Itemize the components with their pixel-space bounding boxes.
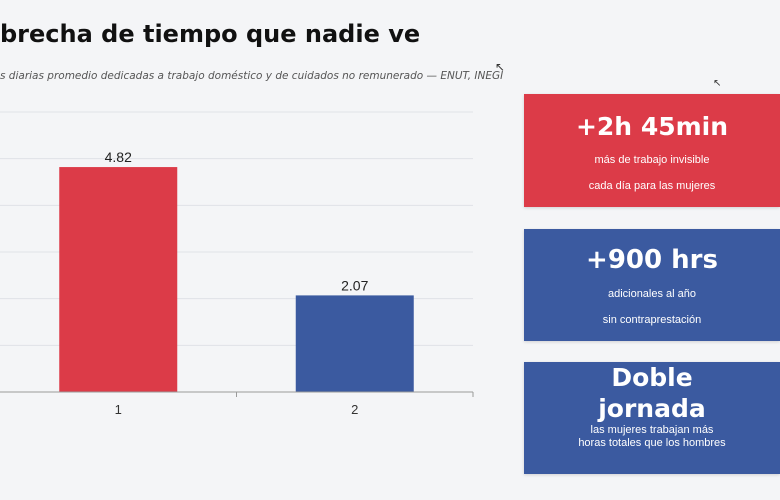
- chart-labels: 4.82 1 2.07 2: [105, 149, 474, 417]
- chart-title: brecha de tiempo que nadie ve: [0, 20, 421, 48]
- stat-card-desc-line1: más de trabajo invisible: [594, 153, 710, 166]
- bar-value-label: 2.07: [341, 277, 368, 293]
- mouse-cursor-icon: ↖: [713, 78, 722, 89]
- stat-card-desc-line1: adicionales al año: [607, 287, 697, 300]
- stat-card-extra-hours: +900 hrs adicionales al año sin contrapr…: [524, 229, 780, 341]
- stat-card-headline-line2: jornada: [598, 394, 706, 424]
- chart-bars: [59, 167, 414, 392]
- stat-card-double-shift: Doble jornada las mujeres trabajan más h…: [524, 362, 780, 474]
- stat-card-desc-line2: horas totales que los hombres: [578, 437, 726, 449]
- bar: [295, 295, 414, 392]
- stat-card-desc-line2: cada día para las mujeres: [588, 180, 716, 193]
- bar: [59, 167, 178, 392]
- bar-value-label: 4.82: [105, 149, 132, 165]
- stat-card-headline-line1: Doble: [611, 363, 693, 392]
- mouse-cursor-icon: ↖: [495, 60, 506, 74]
- stat-card-desc-line1: las mujeres trabajan más: [590, 423, 714, 436]
- bar-chart: 4.82 1 2.07 2: [0, 100, 480, 430]
- bar-chart-svg: 4.82 1 2.07 2: [0, 111, 474, 417]
- chart-subtitle: s diarias promedio dedicadas a trabajo d…: [0, 70, 504, 82]
- stat-card-desc-line2: sin contraprestación: [602, 314, 702, 327]
- stat-card-headline: +900 hrs: [586, 245, 718, 275]
- stat-card-headline: +2h 45min: [575, 112, 729, 141]
- x-tick-label: 2: [351, 402, 358, 417]
- x-tick-label: 1: [115, 402, 122, 417]
- stat-card-extra-time: +2h 45min más de trabajo invisible cada …: [524, 94, 780, 207]
